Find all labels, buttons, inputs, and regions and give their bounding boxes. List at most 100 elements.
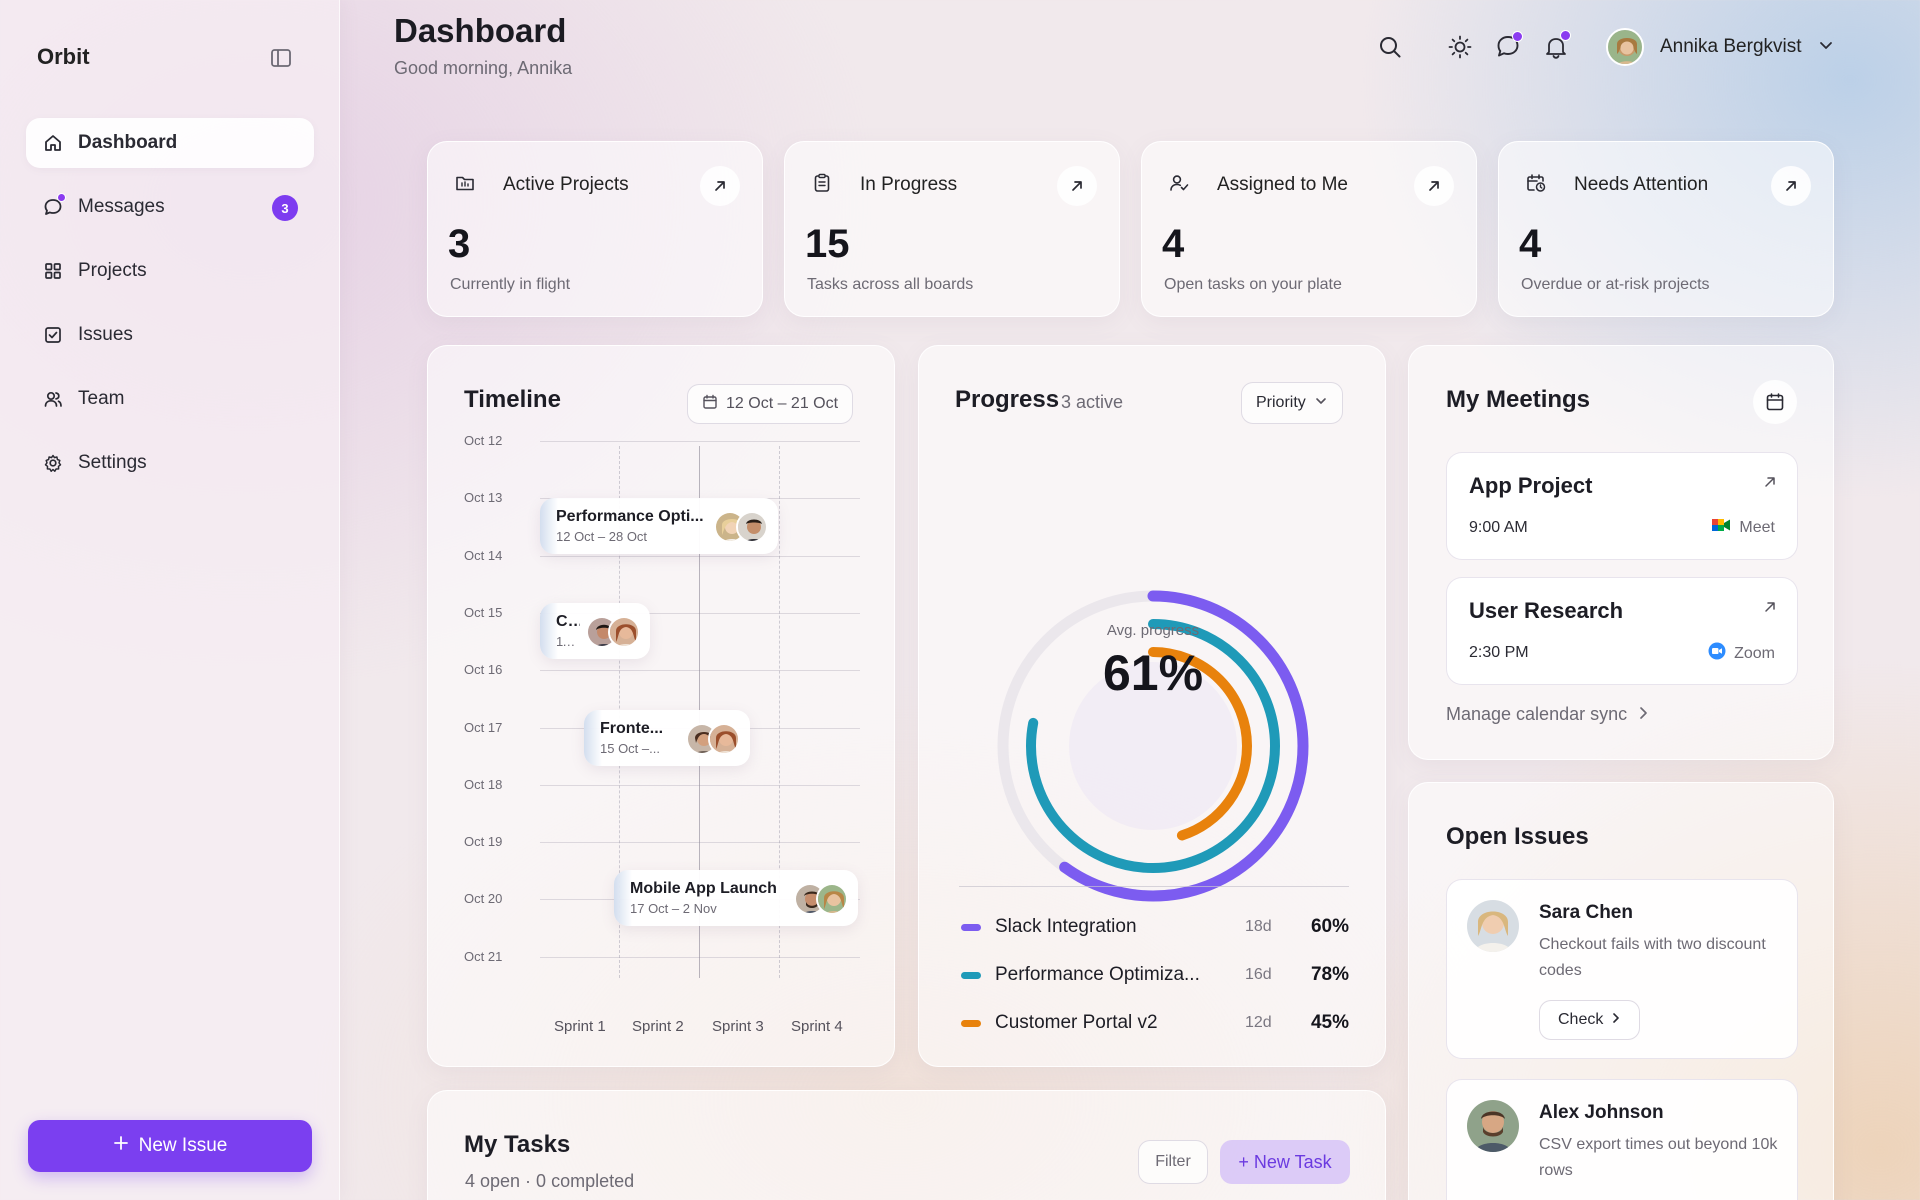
stat-subtext: Open tasks on your plate (1164, 276, 1342, 293)
progress-card: Progress 3 active Priority Avg. progress… (918, 345, 1386, 1067)
stat-card-needs-attention[interactable]: Needs Attention 4 Overdue or at-risk pro… (1498, 141, 1834, 317)
avatar (608, 616, 640, 648)
legend-swatch (961, 971, 981, 979)
stat-subtext: Overdue or at-risk projects (1521, 276, 1710, 293)
meeting-item[interactable]: User Research 2:30 PM Zoom (1446, 577, 1798, 685)
new-task-button[interactable]: + New Task (1220, 1140, 1350, 1184)
calendar-icon[interactable] (1753, 380, 1797, 424)
stat-label: Active Projects (503, 174, 629, 195)
timeline-bar-name: Fronte... (600, 720, 664, 737)
sprint-label: Sprint 3 (712, 1018, 764, 1035)
chevron-right-icon (1611, 1011, 1621, 1029)
sidebar-item-settings[interactable]: Settings (26, 438, 314, 488)
meeting-title: User Research (1469, 598, 1624, 623)
avatar (1467, 1100, 1519, 1152)
manage-calendar-link[interactable]: Manage calendar sync (1446, 704, 1649, 725)
active-count: 3 active (1061, 392, 1124, 412)
date-range-picker[interactable]: 12 Oct – 21 Oct (687, 384, 854, 424)
timeline-bar-range: 12 Oct – 28 Oct (556, 529, 648, 544)
sidebar-item-projects[interactable]: Projects (26, 246, 314, 296)
stat-card-in-progress[interactable]: In Progress 15 Tasks across all boards (784, 141, 1120, 317)
timeline-grid-line (540, 441, 860, 442)
stat-card-active-projects[interactable]: Active Projects 3 Currently in flight (427, 141, 763, 317)
timeline-bar[interactable]: C... 11... (540, 603, 650, 659)
meeting-item[interactable]: App Project 9:00 AM Meet (1446, 452, 1798, 560)
arrow-up-right-icon[interactable] (1763, 475, 1777, 494)
stat-label: In Progress (860, 174, 958, 195)
legend-percent: 60% (1310, 916, 1349, 937)
legend-project-name: Performance Optimiza... (995, 964, 1200, 985)
calendar-clock-icon (1519, 166, 1553, 200)
sidebar-item-label: Team (78, 388, 125, 409)
sidebar-item-team[interactable]: Team (26, 374, 314, 424)
sidebar-item-messages[interactable]: Messages 3 (26, 182, 314, 232)
sidebar: Orbit Dashboard Messages 3 Projects (0, 0, 340, 1200)
arrow-up-right-icon[interactable] (1414, 166, 1454, 206)
stat-value: 15 (805, 222, 850, 266)
gear-icon (42, 452, 64, 474)
timeline-bar-name: Mobile App Launch (630, 880, 777, 897)
sidebar-item-issues[interactable]: Issues (26, 310, 314, 360)
sun-icon[interactable] (1446, 33, 1474, 61)
chevron-down-icon (1818, 37, 1834, 58)
timeline-date-label: Oct 14 (464, 547, 503, 563)
arrow-up-right-icon[interactable] (1763, 600, 1777, 619)
timeline-grid-line (540, 670, 860, 672)
new-issue-button[interactable]: New Issue (28, 1120, 312, 1172)
user-name: Annika Bergkvist (1660, 36, 1802, 57)
sidebar-toggle-icon[interactable] (270, 48, 292, 68)
google-meet-icon (1711, 517, 1731, 538)
stat-label: Assigned to Me (1217, 174, 1348, 195)
progress-legend-row[interactable]: Slack Integration 18d 60% (961, 913, 1349, 941)
timeline-bar[interactable]: Fronte... 15 Oct –... (584, 710, 750, 766)
arrow-up-right-icon[interactable] (1771, 166, 1811, 206)
issue-reporter-name: Sara Chen (1539, 902, 1633, 923)
arrow-up-right-icon[interactable] (1057, 166, 1097, 206)
stat-value: 4 (1162, 222, 1185, 266)
progress-legend-row[interactable]: Performance Optimiza... 16d 78% (961, 961, 1349, 989)
issue-item[interactable]: Alex Johnson CSV export times out beyond… (1446, 1079, 1798, 1200)
stat-card-assigned-to-me[interactable]: Assigned to Me 4 Open tasks on your plat… (1141, 141, 1477, 317)
legend-percent: 45% (1310, 1012, 1349, 1033)
timeline-bar-name: Performance Opti... (556, 508, 704, 525)
arrow-up-right-icon[interactable] (700, 166, 740, 206)
my-tasks-card: My Tasks 4 open · 0 completed Filter + N… (427, 1090, 1386, 1200)
clipboard-icon (805, 166, 839, 200)
timeline-title: Timeline (464, 386, 561, 413)
legend-days-left: 12d (1245, 1014, 1272, 1031)
meeting-app: Zoom (1708, 642, 1775, 665)
timeline-bar[interactable]: Mobile App Launch 17 Oct – 2 Nov (614, 870, 858, 926)
legend-days-left: 18d (1245, 918, 1272, 935)
user-menu[interactable]: Annika Bergkvist (1606, 28, 1834, 66)
sidebar-item-dashboard[interactable]: Dashboard (26, 118, 314, 168)
assignee-avatars (686, 723, 740, 755)
my-tasks-title: My Tasks (464, 1131, 571, 1158)
timeline-bar-range: 15 Oct –... (600, 741, 660, 756)
folder-icon (448, 166, 482, 200)
filter-button[interactable]: Filter (1138, 1140, 1208, 1184)
messages-count-badge: 3 (272, 195, 298, 221)
sort-dropdown[interactable]: Priority (1241, 382, 1343, 424)
issue-item[interactable]: Sara Chen Checkout fails with two discou… (1446, 879, 1798, 1059)
chat-icon[interactable] (1494, 31, 1523, 61)
meetings-title: My Meetings (1446, 386, 1591, 413)
legend-project-name: Slack Integration (995, 916, 1137, 937)
timeline-grid-line (540, 784, 860, 786)
manage-calendar-label: Manage calendar sync (1446, 704, 1628, 724)
progress-legend-row[interactable]: Customer Portal v2 12d 45% (961, 1009, 1349, 1037)
bell-icon[interactable] (1542, 30, 1571, 61)
meeting-app: Meet (1711, 517, 1775, 538)
home-icon (42, 132, 64, 154)
progress-rings (997, 590, 1309, 902)
calendar-icon (702, 394, 718, 415)
sidebar-item-label: Projects (78, 260, 147, 281)
zoom-icon (1708, 642, 1726, 665)
meeting-app-label: Zoom (1734, 644, 1775, 662)
legend-swatch (961, 1019, 981, 1027)
check-issue-button[interactable]: Check (1539, 1000, 1641, 1040)
timeline-bar[interactable]: Performance Opti... 12 Oct – 28 Oct (540, 498, 778, 554)
search-icon[interactable] (1376, 33, 1404, 61)
legend-percent: 78% (1310, 964, 1349, 985)
timeline-grid-line (540, 555, 860, 557)
chevron-down-icon (1314, 394, 1328, 413)
